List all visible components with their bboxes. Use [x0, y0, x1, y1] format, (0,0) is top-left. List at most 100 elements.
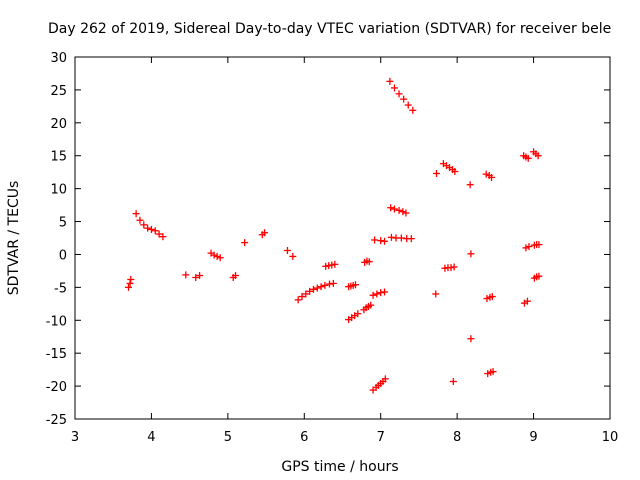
axis-tick-labels: 3 4 5 6 7 8 9 10 -25 -20 -15 -10 -5 0 5 10 15 20 25 30: [46, 51, 619, 445]
data-point: [132, 210, 140, 218]
data-point: [321, 281, 329, 289]
data-point: [151, 227, 159, 235]
data-point: [466, 181, 474, 189]
x-tick-label: 4: [147, 430, 155, 445]
x-axis-label: GPS time / hours: [281, 459, 398, 475]
data-point: [328, 261, 336, 269]
data-point: [351, 281, 359, 289]
x-tick-label: 6: [300, 430, 308, 445]
data-point: [294, 296, 302, 304]
data-point: [450, 263, 458, 271]
data-point: [331, 260, 339, 268]
data-point: [451, 168, 459, 176]
data-point: [407, 235, 415, 243]
y-tick-label: 5: [59, 216, 67, 231]
x-tick-label: 3: [71, 430, 79, 445]
data-point: [159, 233, 167, 241]
data-point: [524, 154, 532, 162]
data-point: [381, 288, 389, 296]
data-point: [371, 236, 379, 244]
data-point: [298, 293, 306, 301]
data-point: [467, 250, 475, 258]
data-point: [373, 290, 381, 298]
data-point: [535, 241, 543, 249]
data-point: [213, 252, 221, 260]
data-point: [377, 289, 385, 297]
data-point: [283, 247, 291, 255]
x-tick-label: 9: [529, 430, 537, 445]
data-point: [484, 370, 492, 378]
data-point: [140, 221, 148, 229]
x-tick-label: 5: [224, 430, 232, 445]
y-tick-label: -15: [46, 347, 67, 362]
data-point: [326, 280, 334, 288]
data-point: [309, 285, 317, 293]
y-tick-label: -10: [46, 314, 67, 329]
data-points: [125, 77, 543, 394]
data-point: [390, 205, 398, 213]
y-tick-label: 25: [50, 84, 67, 99]
x-tick-label: 7: [377, 430, 385, 445]
data-point: [386, 77, 394, 85]
data-point: [381, 237, 389, 245]
y-tick-label: -20: [46, 380, 67, 395]
data-point: [155, 230, 163, 238]
data-point: [196, 272, 204, 280]
data-point: [329, 279, 337, 287]
y-tick-label: -25: [46, 413, 67, 428]
x-tick-label: 8: [453, 430, 461, 445]
data-point: [289, 252, 297, 260]
data-point: [354, 310, 362, 318]
data-point: [365, 258, 373, 266]
data-point: [409, 106, 417, 114]
data-point: [400, 95, 408, 103]
data-point: [395, 90, 403, 98]
data-point: [126, 279, 134, 287]
data-point: [402, 209, 410, 217]
y-tick-label: -5: [54, 281, 67, 296]
data-point: [488, 173, 496, 181]
data-point: [483, 295, 491, 303]
data-point: [125, 283, 132, 291]
data-point: [489, 368, 497, 376]
data-point: [147, 225, 155, 233]
data-point: [367, 301, 375, 309]
data-point: [322, 262, 330, 270]
data-point: [447, 264, 455, 272]
data-point: [482, 170, 490, 178]
data-point: [127, 275, 135, 283]
data-point: [182, 271, 190, 279]
data-point: [232, 272, 239, 280]
axis-ticks: [74, 56, 611, 420]
y-tick-label: 20: [50, 117, 67, 132]
data-point: [306, 287, 314, 295]
data-point: [325, 262, 333, 270]
data-point: [404, 101, 412, 109]
data-point: [390, 84, 398, 92]
x-tick-label: 10: [602, 430, 619, 445]
data-point: [381, 375, 389, 383]
data-point: [192, 273, 200, 281]
data-point: [387, 233, 395, 241]
data-point: [317, 283, 325, 291]
y-tick-label: 10: [50, 183, 67, 198]
y-tick-label: 30: [50, 51, 67, 66]
y-tick-label: 15: [50, 150, 67, 165]
data-point: [216, 254, 224, 262]
data-point: [399, 208, 407, 216]
data-point: [210, 251, 218, 259]
data-point: [136, 216, 144, 224]
data-point: [261, 229, 269, 237]
data-point: [449, 377, 457, 385]
data-point: [488, 293, 496, 301]
data-point: [523, 297, 531, 305]
data-point: [433, 169, 441, 177]
data-point: [395, 206, 403, 214]
y-axis-label: SDTVAR / TECUs: [6, 181, 22, 296]
data-point: [313, 284, 321, 292]
data-point: [241, 239, 249, 247]
data-point: [525, 243, 533, 251]
data-point: [441, 264, 449, 272]
data-point: [144, 224, 152, 232]
y-tick-label: 0: [59, 248, 67, 263]
